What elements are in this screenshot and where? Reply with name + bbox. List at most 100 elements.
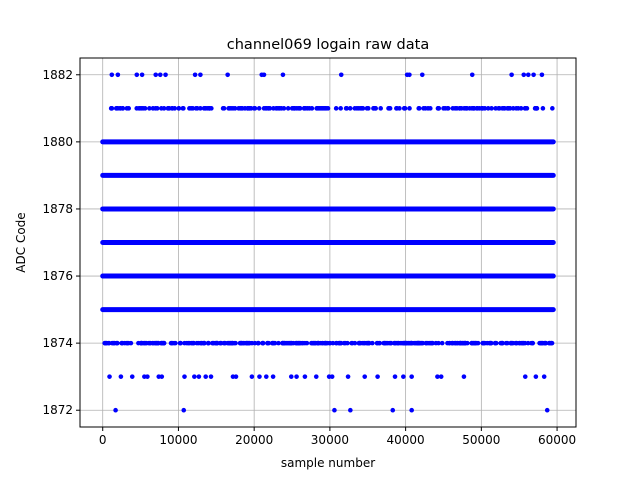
data-point — [362, 374, 368, 379]
data-point — [503, 340, 509, 346]
data-point — [309, 340, 315, 346]
data-point — [112, 340, 117, 346]
data-point — [518, 106, 524, 111]
data-point — [349, 340, 354, 346]
data-point — [406, 340, 412, 346]
data-point — [359, 106, 365, 111]
data-point — [248, 106, 254, 111]
data-point — [508, 340, 514, 346]
data-point — [522, 106, 528, 111]
data-point — [141, 340, 147, 346]
data-point — [388, 340, 394, 346]
data-point — [544, 407, 550, 413]
data-point — [294, 374, 299, 379]
data-point — [289, 106, 295, 111]
data-point — [159, 106, 164, 111]
data-point — [315, 340, 320, 346]
data-point — [255, 340, 261, 346]
data-point — [484, 340, 490, 346]
y-axis-label: ADC Code — [14, 212, 28, 272]
data-point — [435, 374, 440, 379]
data-point — [327, 340, 333, 346]
data-point — [298, 340, 303, 346]
data-point — [378, 106, 383, 111]
data-point — [332, 407, 337, 413]
data-point — [318, 106, 323, 111]
data-point — [245, 106, 251, 111]
data-point — [550, 106, 555, 111]
data-point — [542, 340, 548, 346]
data-point — [338, 340, 344, 346]
data-point — [445, 106, 451, 111]
data-point — [153, 72, 159, 78]
data-point — [270, 374, 276, 379]
data-point — [521, 72, 527, 78]
data-point — [305, 106, 310, 111]
x-tick-label: 60000 — [538, 433, 576, 447]
x-tick-label: 40000 — [387, 433, 425, 447]
x-tick-label: 30000 — [311, 433, 349, 447]
data-point — [439, 340, 445, 346]
data-point — [282, 340, 287, 346]
data-point — [457, 106, 463, 111]
data-point — [541, 374, 547, 379]
data-point — [325, 106, 331, 111]
data-point — [416, 106, 422, 111]
data-point — [252, 106, 258, 111]
data-point — [198, 106, 203, 111]
data-point — [475, 340, 481, 346]
data-point — [309, 106, 315, 111]
data-point — [510, 106, 516, 111]
data-point — [207, 106, 212, 111]
data-point — [386, 106, 391, 111]
data-point — [347, 106, 353, 111]
data-point — [522, 340, 528, 346]
data-point — [154, 340, 159, 346]
data-point — [168, 340, 174, 346]
data-point — [247, 340, 252, 346]
data-point — [228, 340, 233, 346]
data-point — [249, 374, 255, 379]
data-point — [338, 72, 344, 78]
data-point — [173, 340, 178, 346]
y-tick-label: 1880 — [42, 135, 73, 149]
data-point — [280, 72, 286, 78]
data-point — [338, 106, 343, 111]
data-point — [176, 106, 182, 111]
data-point — [257, 374, 262, 379]
data-point — [370, 340, 375, 346]
data-point — [474, 106, 480, 111]
data-point — [115, 106, 121, 111]
data-point — [118, 374, 124, 379]
data-point — [285, 340, 291, 346]
data-point — [426, 340, 432, 346]
data-point — [394, 340, 399, 346]
data-point — [172, 106, 178, 111]
data-point — [181, 407, 187, 413]
data-point — [366, 340, 372, 346]
data-point — [428, 106, 433, 111]
y-tick-label: 1872 — [42, 403, 73, 417]
data-point — [193, 106, 199, 111]
data-point — [529, 340, 534, 346]
y-tick-label: 1876 — [42, 269, 73, 283]
data-point — [142, 106, 148, 111]
data-point — [281, 106, 287, 111]
data-point — [547, 340, 553, 346]
data-points — [100, 72, 556, 413]
data-point — [153, 106, 158, 111]
data-point — [106, 340, 111, 346]
data-point — [189, 340, 194, 346]
data-point — [297, 106, 302, 111]
data-point — [192, 374, 197, 379]
data-point — [417, 340, 423, 346]
data-point — [302, 374, 308, 379]
data-point — [230, 106, 236, 111]
data-point — [356, 340, 362, 346]
data-point — [108, 106, 114, 111]
y-tick-label: 1882 — [42, 68, 73, 82]
data-point — [533, 374, 539, 379]
data-point — [313, 374, 319, 379]
data-point — [157, 72, 163, 78]
data-point — [220, 106, 226, 111]
